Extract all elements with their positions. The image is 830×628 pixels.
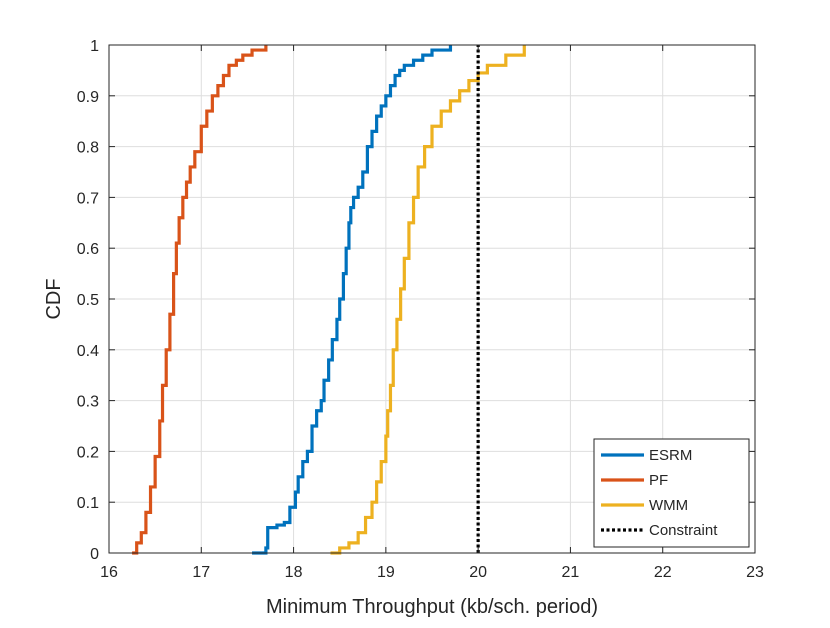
x-tick-label: 16 <box>100 564 118 581</box>
x-tick-labels: 16 17 18 19 20 21 22 23 <box>100 564 764 581</box>
y-tick-label: 0.7 <box>77 190 99 207</box>
x-tick-label: 17 <box>192 564 210 581</box>
y-tick-label: 0.2 <box>77 444 99 461</box>
x-tick-label: 18 <box>285 564 303 581</box>
tick-layer <box>108 44 756 554</box>
y-tick-label: 0.9 <box>77 89 99 106</box>
y-tick-label: 0.1 <box>77 495 99 512</box>
legend-label-esrm: ESRM <box>649 447 692 464</box>
x-tick-label: 23 <box>746 564 764 581</box>
x-tick-label: 22 <box>654 564 672 581</box>
y-tick-label: 1 <box>90 38 99 55</box>
series-layer <box>132 45 526 555</box>
y-axis-label: CDF <box>43 278 65 319</box>
y-tick-label: 0.5 <box>77 292 99 309</box>
y-tick-label: 0.4 <box>77 343 99 360</box>
series-line-esrm <box>252 45 453 555</box>
legend: ESRM PF WMM Constraint <box>593 438 750 548</box>
x-tick-label: 21 <box>562 564 580 581</box>
y-tick-label: 0.6 <box>77 241 99 258</box>
x-tick-label: 20 <box>469 564 487 581</box>
x-tick-label: 19 <box>377 564 395 581</box>
legend-label-wmm: WMM <box>649 497 688 514</box>
y-tick-labels: 0 0.1 0.2 0.3 0.4 0.5 0.6 0.7 0.8 0.9 1 <box>77 38 99 563</box>
x-axis-label: Minimum Throughput (kb/sch. period) <box>266 596 598 618</box>
legend-label-pf: PF <box>649 472 668 489</box>
series-line-pf <box>132 45 268 555</box>
y-tick-label: 0.3 <box>77 394 99 411</box>
y-tick-label: 0.8 <box>77 140 99 157</box>
legend-label-constraint: Constraint <box>649 522 718 539</box>
y-tick-label: 0 <box>90 546 99 563</box>
series-line-wmm <box>330 45 526 555</box>
